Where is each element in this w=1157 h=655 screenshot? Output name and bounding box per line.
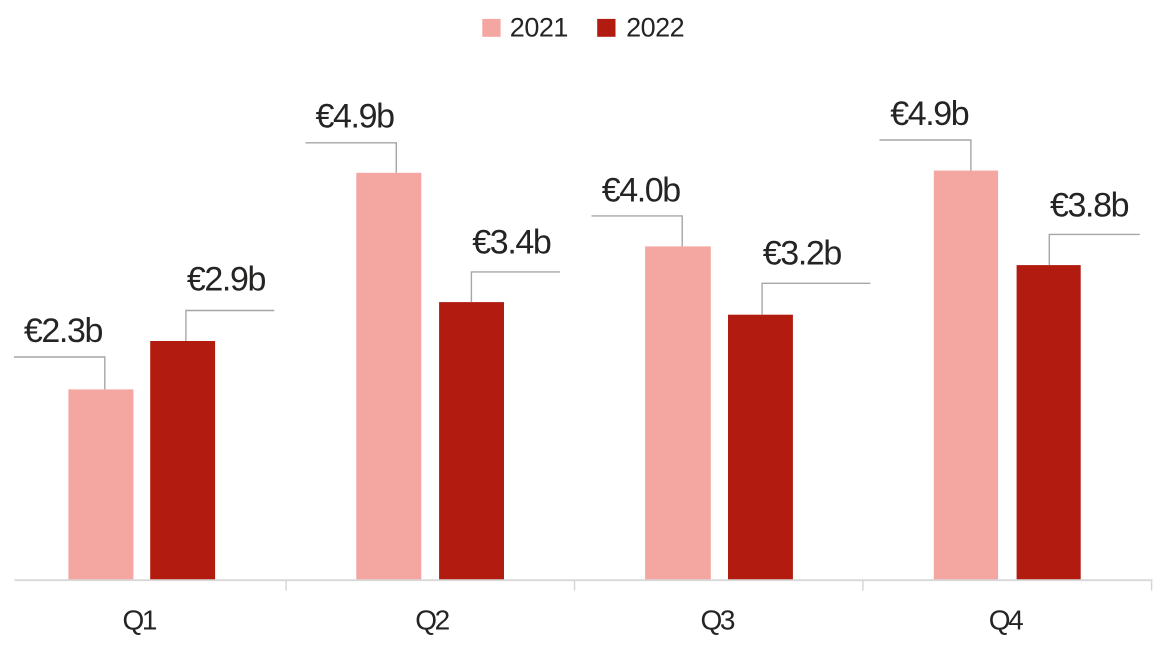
svg-text:€3.2b: €3.2b xyxy=(763,235,842,273)
svg-text:Q2: Q2 xyxy=(415,605,449,636)
svg-text:2022: 2022 xyxy=(626,13,684,43)
svg-text:€4.0b: €4.0b xyxy=(602,172,681,210)
svg-text:Q3: Q3 xyxy=(701,605,735,636)
svg-text:€2.9b: €2.9b xyxy=(187,261,266,299)
svg-text:€4.9b: €4.9b xyxy=(316,97,395,135)
svg-text:€4.9b: €4.9b xyxy=(890,95,969,133)
svg-text:€3.8b: €3.8b xyxy=(1050,186,1129,224)
svg-text:2021: 2021 xyxy=(510,13,568,43)
svg-text:€2.3b: €2.3b xyxy=(24,312,103,350)
svg-text:Q1: Q1 xyxy=(123,605,157,636)
svg-text:Q4: Q4 xyxy=(989,605,1023,636)
svg-text:€3.4b: €3.4b xyxy=(472,224,551,262)
